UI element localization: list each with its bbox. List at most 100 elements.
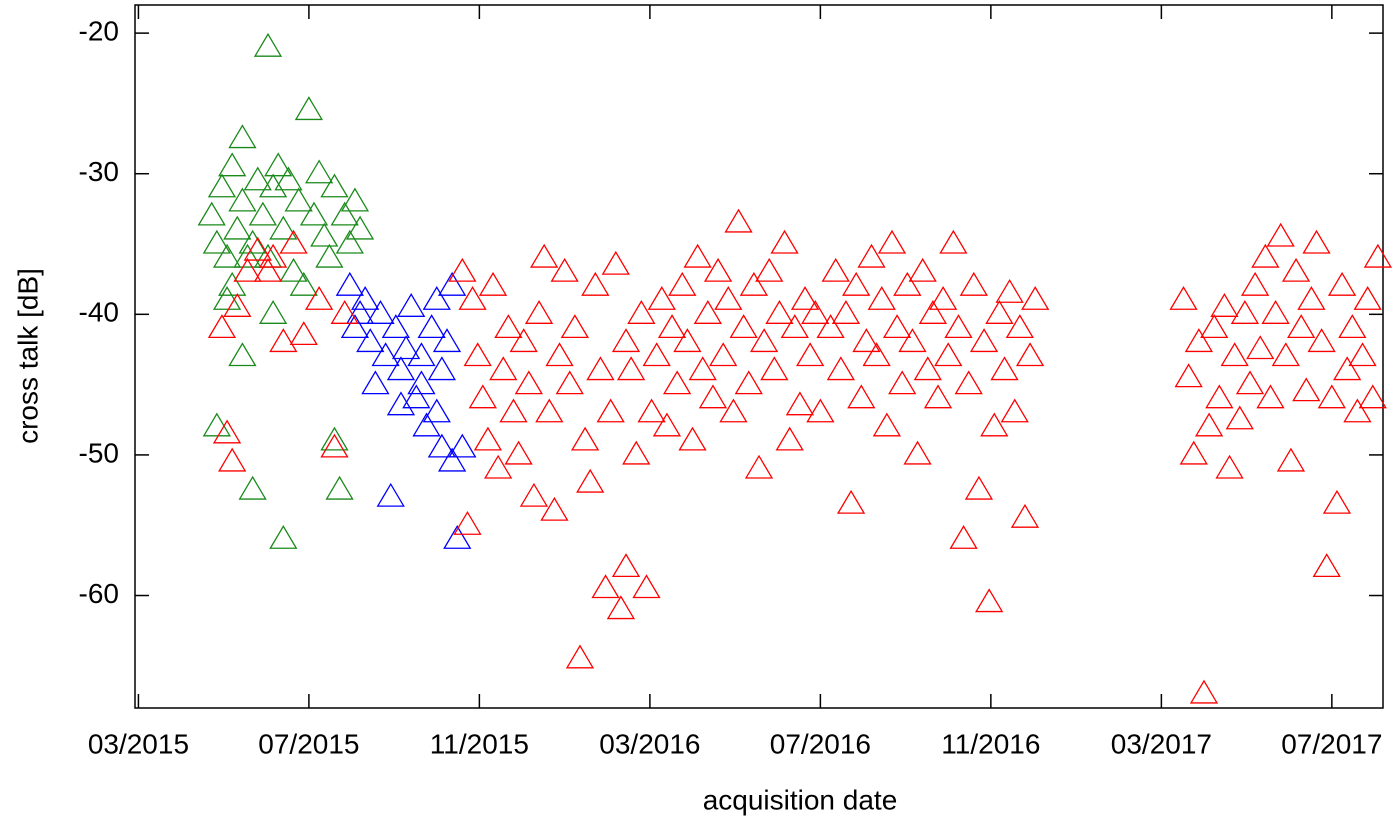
marker (1287, 314, 1316, 339)
marker (673, 328, 702, 353)
marker (489, 356, 518, 381)
x-tick-label: 03/2016 (599, 728, 700, 759)
marker (304, 159, 334, 184)
marker (284, 187, 313, 212)
marker (386, 391, 416, 416)
marker (949, 525, 978, 549)
marker (202, 229, 231, 254)
marker (980, 412, 1009, 437)
marker (939, 229, 968, 254)
marker (734, 370, 763, 395)
x-tick-label: 07/2015 (258, 728, 359, 759)
marker (458, 285, 487, 310)
marker (218, 447, 247, 472)
marker (755, 257, 784, 282)
marker (351, 285, 380, 310)
x-tick-label: 03/2015 (88, 728, 189, 759)
marker (1307, 328, 1336, 353)
marker (1338, 314, 1367, 339)
marker (765, 300, 794, 324)
marker (1246, 335, 1275, 360)
marker (796, 342, 825, 367)
marker (959, 271, 988, 296)
marker (693, 300, 722, 324)
marker (857, 243, 886, 268)
marker (1348, 342, 1377, 367)
marker (724, 208, 753, 233)
marker (652, 412, 682, 437)
marker (611, 553, 641, 578)
marker (637, 398, 666, 423)
x-tick-label: 11/2016 (941, 728, 1040, 759)
marker (729, 314, 758, 339)
marker (386, 356, 416, 381)
marker (391, 335, 421, 360)
marker (494, 314, 523, 339)
marker (831, 300, 861, 324)
marker (790, 285, 820, 310)
marker (325, 475, 354, 500)
marker (1312, 553, 1341, 578)
marker (223, 215, 252, 240)
marker (269, 525, 298, 549)
marker (806, 398, 835, 423)
marker (1174, 363, 1203, 388)
marker (1194, 412, 1224, 437)
marker (315, 243, 344, 268)
marker (975, 588, 1004, 613)
marker (437, 447, 467, 472)
marker (340, 314, 370, 339)
marker (402, 384, 431, 409)
marker (228, 342, 257, 367)
marker (862, 342, 891, 367)
marker (258, 300, 288, 324)
marker (642, 342, 671, 367)
marker (320, 173, 349, 198)
marker (847, 384, 876, 409)
marker (1000, 398, 1029, 423)
marker (238, 229, 267, 254)
marker (218, 152, 247, 177)
marker (243, 166, 272, 191)
marker (233, 243, 262, 268)
marker (443, 525, 472, 549)
marker (893, 271, 922, 296)
marker (376, 482, 405, 507)
marker (448, 257, 477, 282)
marker (1240, 271, 1270, 296)
marker (719, 398, 748, 423)
y-tick-label: -60 (79, 578, 119, 609)
marker (714, 285, 743, 310)
marker (279, 229, 308, 254)
marker (954, 370, 983, 395)
x-tick-label: 11/2015 (430, 728, 529, 759)
marker (212, 419, 242, 444)
marker (565, 644, 595, 669)
marker (1333, 356, 1362, 381)
marker (212, 285, 242, 310)
marker (320, 433, 349, 458)
marker (417, 314, 446, 339)
marker (335, 271, 364, 296)
marker (647, 285, 676, 310)
marker (448, 433, 477, 458)
marker (703, 257, 733, 282)
marker (371, 342, 400, 367)
marker (775, 426, 804, 451)
marker (570, 426, 600, 451)
marker (361, 370, 390, 395)
marker (1302, 229, 1331, 254)
marker (1281, 257, 1311, 282)
marker (555, 370, 584, 395)
marker (253, 32, 283, 57)
marker (294, 96, 324, 121)
marker (504, 440, 533, 465)
marker (760, 356, 789, 381)
marker (550, 257, 579, 282)
marker (202, 412, 231, 437)
marker (622, 440, 651, 465)
marker (923, 384, 953, 409)
marker (422, 285, 451, 310)
marker (330, 201, 359, 226)
